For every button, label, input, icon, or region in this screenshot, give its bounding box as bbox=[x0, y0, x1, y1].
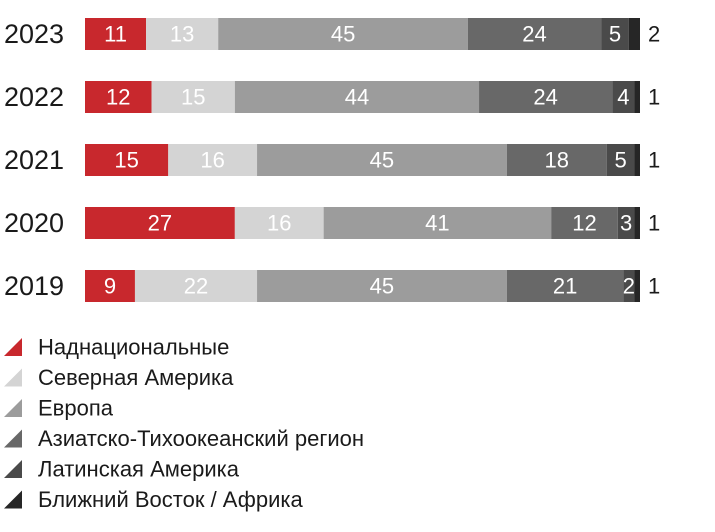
data-label: 45 bbox=[370, 274, 394, 299]
data-label: 9 bbox=[104, 274, 116, 299]
data-label: 11 bbox=[104, 22, 127, 47]
bar-segment bbox=[479, 81, 613, 113]
bar-segment bbox=[323, 207, 552, 239]
data-label: 27 bbox=[148, 211, 172, 236]
data-label: 5 bbox=[609, 22, 621, 47]
bar-segment bbox=[634, 270, 640, 302]
legend-label: Латинская Америка bbox=[38, 457, 240, 482]
data-label: 5 bbox=[614, 148, 626, 173]
legend-label: Северная Америка bbox=[38, 365, 234, 390]
bar-segment bbox=[134, 270, 258, 302]
bar-segment bbox=[85, 144, 169, 176]
data-label: 1 bbox=[648, 274, 660, 299]
data-label: 45 bbox=[370, 148, 394, 173]
bar-segment bbox=[85, 81, 152, 113]
bar-segment bbox=[634, 144, 640, 176]
bar-segment bbox=[617, 207, 635, 239]
bar-segment bbox=[606, 144, 635, 176]
year-label: 2023 bbox=[4, 19, 64, 49]
bar-segment bbox=[257, 270, 507, 302]
bar-segment bbox=[623, 270, 635, 302]
legend-swatch bbox=[4, 460, 22, 478]
bar-segment bbox=[634, 81, 640, 113]
legend-swatch bbox=[4, 429, 22, 448]
data-label: 44 bbox=[345, 85, 369, 110]
bar-segment bbox=[85, 270, 135, 302]
data-label: 2 bbox=[623, 274, 635, 299]
bar-segment bbox=[257, 144, 507, 176]
bar-segment bbox=[146, 18, 219, 50]
legend-swatch bbox=[4, 368, 22, 387]
data-label: 12 bbox=[572, 211, 596, 236]
bar-segment bbox=[168, 144, 258, 176]
year-label: 2019 bbox=[4, 271, 64, 301]
data-label: 16 bbox=[267, 211, 291, 236]
data-label: 4 bbox=[617, 85, 629, 110]
legend: Наднациональные Северная Америка Европа Ази… bbox=[4, 335, 364, 512]
legend-label: Наднациональные bbox=[38, 335, 229, 360]
data-label: 41 bbox=[425, 211, 449, 236]
legend-label: Европа bbox=[38, 396, 114, 421]
data-label: 22 bbox=[184, 274, 208, 299]
bar-segment bbox=[151, 81, 235, 113]
legend-swatch bbox=[4, 490, 22, 509]
data-label: 15 bbox=[114, 148, 138, 173]
legend-label: Азиатско-Тихоокеанский регион bbox=[38, 426, 364, 451]
bar-segment bbox=[85, 18, 147, 50]
legend-swatch bbox=[4, 338, 22, 356]
bar-segment bbox=[234, 81, 480, 113]
data-label: 13 bbox=[170, 22, 194, 47]
data-label: 24 bbox=[533, 85, 557, 110]
data-label: 18 bbox=[545, 148, 569, 173]
data-label: 3 bbox=[620, 211, 632, 236]
legend-label: Ближний Восток / Африка bbox=[38, 487, 303, 512]
bar-segment bbox=[612, 81, 635, 113]
data-label: 2 bbox=[648, 22, 660, 47]
bar-segment bbox=[601, 18, 629, 50]
bar-segment bbox=[506, 144, 607, 176]
data-label: 21 bbox=[553, 274, 577, 299]
data-label: 15 bbox=[181, 85, 205, 110]
bar-segment bbox=[628, 18, 640, 50]
bar-segment bbox=[467, 18, 602, 50]
data-label: 12 bbox=[106, 85, 130, 110]
year-label: 2021 bbox=[4, 145, 64, 175]
data-label: 16 bbox=[200, 148, 224, 173]
data-label: 45 bbox=[331, 22, 355, 47]
data-label: 1 bbox=[648, 211, 660, 236]
bar-segment bbox=[218, 18, 468, 50]
data-label: 1 bbox=[648, 148, 660, 173]
year-label: 2022 bbox=[4, 82, 64, 112]
data-label: 24 bbox=[522, 22, 546, 47]
bar-segment bbox=[506, 270, 624, 302]
bar-segment bbox=[634, 207, 640, 239]
data-label: 1 bbox=[648, 85, 660, 110]
bar-segment bbox=[234, 207, 324, 239]
year-label: 2020 bbox=[4, 208, 64, 238]
legend-swatch bbox=[4, 399, 22, 417]
bar-segment bbox=[551, 207, 618, 239]
bar-segment bbox=[85, 207, 235, 239]
